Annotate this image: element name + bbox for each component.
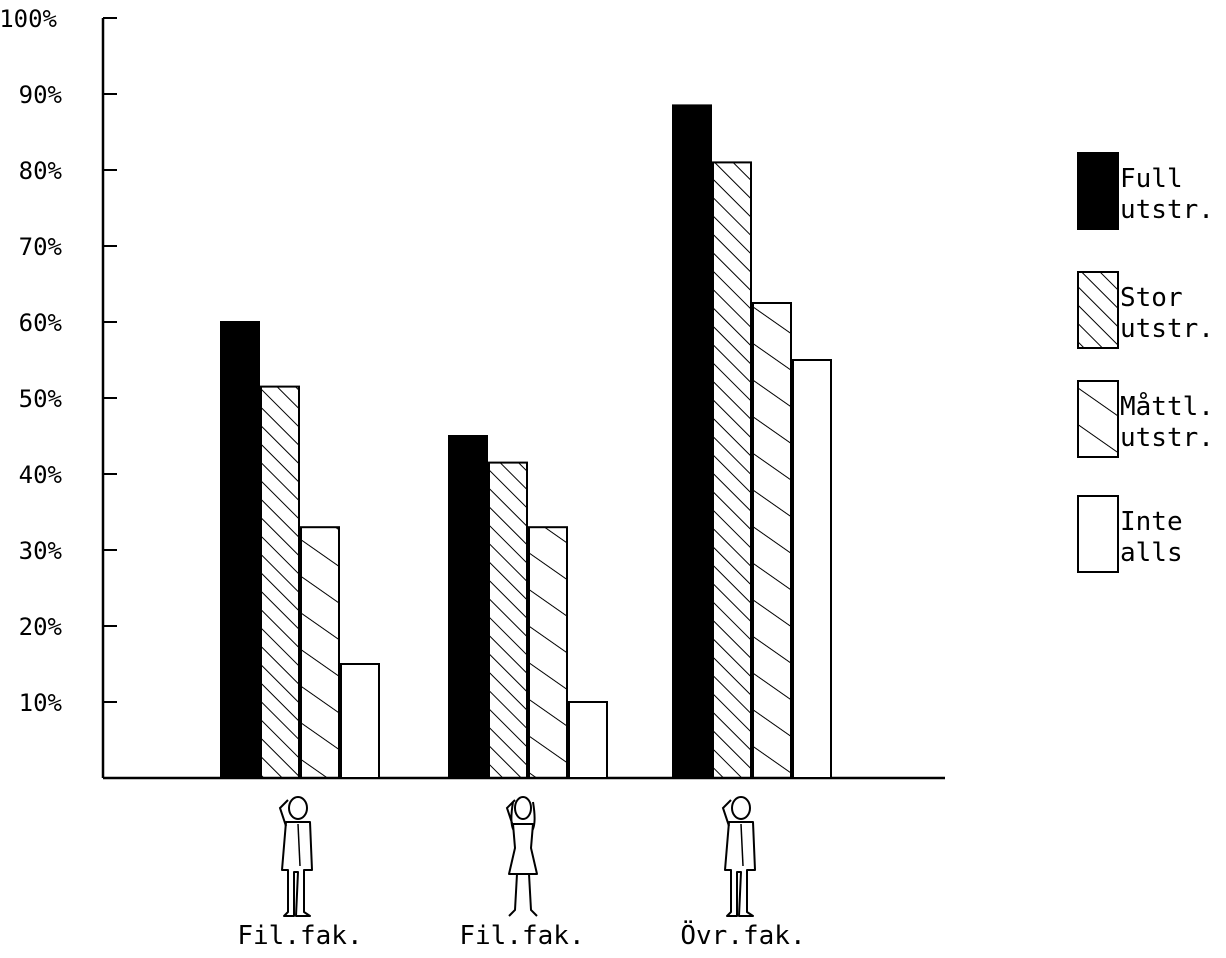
legend-label-4: alls — [1120, 538, 1183, 568]
icon-legs — [508, 873, 538, 917]
y-tick-label: 70% — [19, 233, 63, 261]
woman-icon — [505, 796, 538, 917]
y-tick-label: 10% — [19, 689, 63, 717]
category-labels: Fil.fak. Fil.fak. Övr.fak. — [237, 919, 805, 951]
bar-2-series-4 — [568, 701, 608, 779]
legend-label-3: Måttl. — [1120, 391, 1214, 422]
y-tick-label: 50% — [19, 385, 63, 413]
y-tick-label: 40% — [19, 461, 63, 489]
x-category-label: Övr.fak. — [680, 919, 805, 951]
icon-arm — [721, 799, 732, 827]
legend-label-2: Stor — [1120, 283, 1183, 313]
icon-dress — [508, 823, 538, 875]
y-tick-label: 100% — [0, 5, 58, 33]
legend-swatch-3 — [1077, 380, 1119, 458]
bar-3-series-2 — [712, 161, 752, 779]
bars — [220, 104, 832, 780]
legend-label-4: Inte — [1120, 507, 1183, 537]
icon-detail — [297, 823, 301, 867]
man-icon — [721, 796, 756, 917]
legend-label-2: utstr. — [1120, 314, 1214, 344]
icon-arm — [505, 799, 516, 827]
bar-2-series-3 — [528, 526, 568, 780]
y-tick-label: 90% — [19, 81, 63, 109]
legend-label-3: utstr. — [1120, 423, 1214, 453]
bar-3-series-3 — [752, 302, 792, 779]
x-category-label: Fil.fak. — [237, 921, 362, 951]
legend-swatch-4 — [1077, 495, 1119, 573]
axes: 10% 20% 30% 40% 50% 60% 70% 80% 90% 100% — [0, 5, 945, 780]
y-tick-label: 20% — [19, 613, 63, 641]
bar-1-series-1 — [220, 321, 260, 779]
legend-swatch-2 — [1077, 271, 1119, 349]
icon-head — [288, 796, 308, 820]
bar-2-series-1 — [448, 435, 488, 779]
bar-3-series-1 — [672, 104, 712, 779]
icon-detail — [740, 823, 744, 867]
y-tick-label: 80% — [19, 157, 63, 185]
y-tick-label: 30% — [19, 537, 63, 565]
legend-swatch-1 — [1077, 152, 1119, 230]
bar-1-series-4 — [340, 663, 380, 779]
icon-body — [724, 821, 756, 917]
icon-body — [281, 821, 313, 917]
icon-head — [731, 796, 751, 820]
y-tick-label: 60% — [19, 309, 63, 337]
icon-head — [514, 796, 532, 820]
category-icons — [278, 796, 756, 917]
man-icon — [278, 796, 313, 917]
bar-2-series-2 — [488, 461, 528, 779]
icon-arm — [278, 799, 289, 827]
legend-label-1: utstr. — [1120, 195, 1214, 225]
x-category-label: Fil.fak. — [459, 921, 584, 951]
bar-1-series-2 — [260, 385, 300, 779]
legend-label-1: Full — [1120, 164, 1183, 194]
bar-3-series-4 — [792, 359, 832, 779]
bar-1-series-3 — [300, 526, 340, 780]
